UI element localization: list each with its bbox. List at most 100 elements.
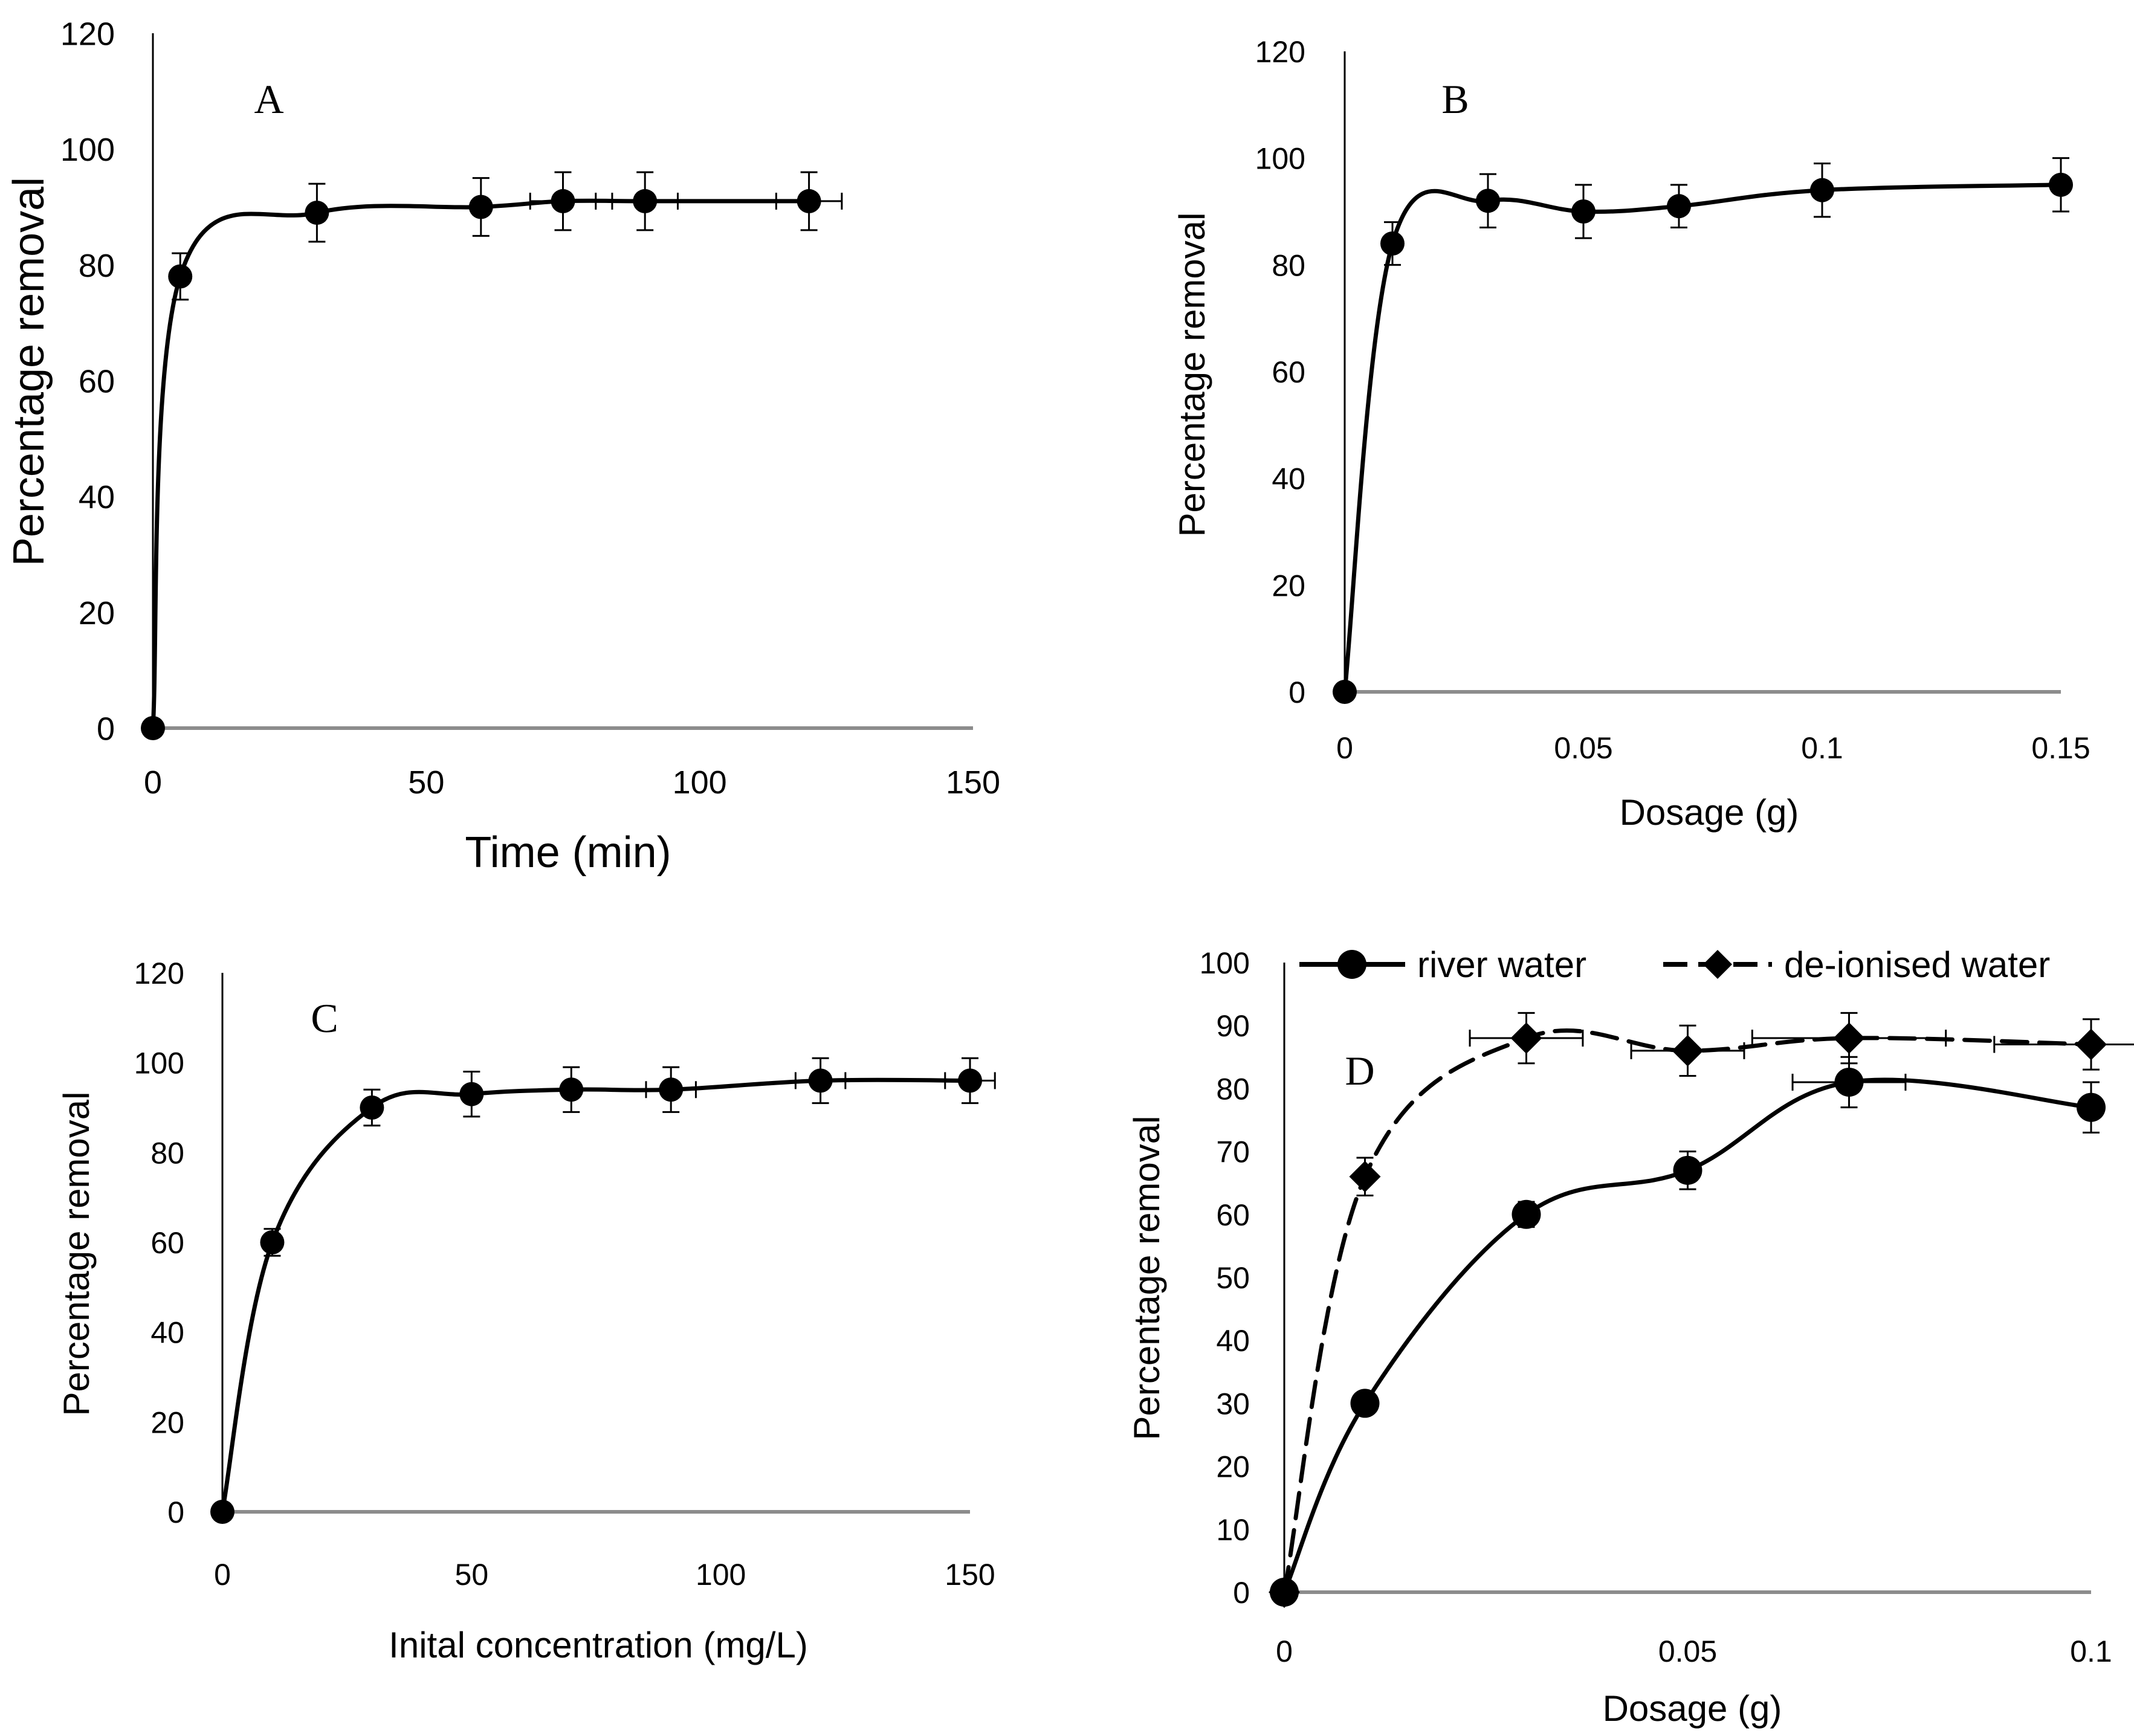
panel-b-data-point bbox=[1380, 231, 1405, 256]
panel-a-x-tick-label: 150 bbox=[946, 764, 1000, 801]
panel-d-data-point bbox=[1833, 1022, 1865, 1054]
panel-d-x-tick-label: 0 bbox=[1276, 1634, 1293, 1668]
panel-a-data-point bbox=[468, 195, 493, 219]
panel-c-series-line bbox=[220, 1077, 972, 1514]
panel-a-data-point bbox=[141, 716, 165, 740]
panel-d-data-point bbox=[2077, 1092, 2106, 1122]
panel-c-data-point bbox=[360, 1095, 384, 1120]
panel-a-data-point bbox=[551, 189, 575, 213]
panel-d-y-tick-label: 10 bbox=[1216, 1513, 1250, 1547]
panel-a-plot: 0 20 40 60 80 100 120 0 50 100 150 bbox=[60, 16, 1000, 801]
panel-a-y-tick-label: 40 bbox=[79, 479, 115, 515]
panel-a-x-tick-label: 50 bbox=[408, 764, 444, 801]
panel-d-y-tick-label: 90 bbox=[1216, 1009, 1250, 1043]
panel-b-x-axis-title: Dosage (g) bbox=[1620, 792, 1799, 833]
panel-b-data-point bbox=[2049, 172, 2073, 197]
panel-a-y-tick-label: 20 bbox=[79, 595, 115, 631]
panel-d-data-point bbox=[1350, 1389, 1380, 1418]
panel-b-label: B bbox=[1441, 76, 1469, 122]
panel-b-y-tick-label: 0 bbox=[1288, 676, 1305, 709]
panel-c-x-tick-label: 150 bbox=[945, 1558, 995, 1592]
panel-d-series-river-water bbox=[1270, 1056, 2106, 1607]
panel-a: A Time (min) Percentage removal 0 20 40 60 8… bbox=[5, 16, 1000, 877]
panel-d-y-tick-label: 0 bbox=[1233, 1576, 1250, 1610]
panel-c-data-point bbox=[210, 1500, 234, 1524]
panel-c-data-point bbox=[659, 1077, 684, 1102]
panel-b-series-removal bbox=[1333, 157, 2073, 704]
panel-a-series-removal bbox=[141, 171, 843, 740]
panel-a-x-tick-label: 0 bbox=[144, 764, 162, 801]
panel-c-x-axis-title: Inital concentration (mg/L) bbox=[389, 1625, 808, 1665]
panel-b-y-axis-title: Percentage removal bbox=[1172, 213, 1212, 537]
panel-d-label: D bbox=[1345, 1048, 1374, 1094]
panel-d-data-point bbox=[1673, 1155, 1702, 1185]
panel-a-y-tick-label: 0 bbox=[97, 711, 115, 747]
panel-d-y-tick-label: 50 bbox=[1216, 1261, 1250, 1295]
panel-d-y-tick-label: 80 bbox=[1216, 1072, 1250, 1106]
panel-c-data-point bbox=[260, 1230, 285, 1254]
panel-c-data-point bbox=[808, 1068, 833, 1093]
legend-de-ionised-water-marker bbox=[1703, 950, 1732, 979]
panel-c-series-removal bbox=[210, 1057, 996, 1524]
panel-d: D Dosage (g) Percentage removal river wa… bbox=[1127, 944, 2134, 1729]
panel-a-series-line bbox=[150, 198, 812, 731]
panel-d-y-tick-label: 70 bbox=[1216, 1135, 1250, 1169]
panel-b: B Dosage (g) Percentage removal 0 20 40 60 8… bbox=[1172, 35, 2090, 833]
panel-b-data-point bbox=[1667, 194, 1691, 219]
panel-a-x-tick-label: 100 bbox=[673, 764, 727, 801]
panel-d-y-tick-label: 60 bbox=[1216, 1198, 1250, 1232]
panel-d-series-de-ionised-water bbox=[1269, 1012, 2134, 1608]
panel-c-y-axis-title: Percentage removal bbox=[56, 1092, 97, 1416]
panel-b-data-point bbox=[1333, 680, 1357, 704]
panel-b-x-tick-label: 0.15 bbox=[2031, 731, 2090, 765]
panel-b-x-tick-label: 0 bbox=[1336, 731, 1353, 765]
panel-a-label: A bbox=[254, 76, 283, 122]
panel-c-x-tick-label: 100 bbox=[696, 1558, 746, 1592]
panel-c-data-point bbox=[559, 1077, 584, 1102]
panel-c-x-tick-label: 50 bbox=[455, 1558, 489, 1592]
panel-b-x-tick-label: 0.05 bbox=[1554, 731, 1612, 765]
panel-b-y-tick-label: 20 bbox=[1272, 569, 1305, 602]
panel-b-data-point bbox=[1571, 199, 1596, 224]
panel-d-y-tick-label: 20 bbox=[1216, 1450, 1250, 1484]
panel-c-y-tick-label: 60 bbox=[150, 1226, 184, 1260]
panel-b-x-tick-label: 0.1 bbox=[1801, 731, 1843, 765]
panel-d-plot: 0 10 20 30 40 50 60 70 80 90 100 0 0.05 0.1 bbox=[1200, 946, 2134, 1668]
panel-c-data-point bbox=[958, 1068, 982, 1093]
panel-d-series-line bbox=[1282, 1028, 2094, 1595]
panel-a-x-axis-title: Time (min) bbox=[465, 828, 671, 877]
panel-d-y-tick-label: 30 bbox=[1216, 1387, 1250, 1421]
panel-a-y-tick-label: 80 bbox=[79, 248, 115, 284]
panel-d-y-tick-label: 100 bbox=[1200, 946, 1250, 980]
panel-d-x-axis-title: Dosage (g) bbox=[1603, 1688, 1782, 1729]
panel-d-y-tick-label: 40 bbox=[1216, 1324, 1250, 1358]
panel-a-data-point bbox=[633, 189, 658, 213]
panel-b-y-tick-label: 100 bbox=[1255, 142, 1305, 176]
panel-c-y-tick-label: 80 bbox=[150, 1136, 184, 1170]
panel-a-y-tick-label: 100 bbox=[60, 132, 115, 168]
panel-d-y-axis-title: Percentage removal bbox=[1127, 1116, 1167, 1441]
panel-c-data-point bbox=[459, 1082, 484, 1106]
panel-a-data-point bbox=[305, 201, 329, 225]
panel-b-y-tick-label: 80 bbox=[1272, 248, 1305, 282]
panel-b-y-tick-label: 120 bbox=[1255, 35, 1305, 69]
panel-b-series-line bbox=[1342, 182, 2063, 694]
panel-a-y-axis-title: Percentage removal bbox=[5, 177, 53, 566]
panel-a-data-point bbox=[168, 264, 193, 289]
panel-d-data-point bbox=[1349, 1161, 1381, 1193]
panel-d-x-tick-label: 0.1 bbox=[2070, 1634, 2112, 1668]
legend-river-water-label: river water bbox=[1417, 944, 1586, 985]
panel-a-y-tick-label: 60 bbox=[79, 363, 115, 399]
panel-c: C Inital concentration (mg/L) Percentage… bbox=[56, 957, 996, 1665]
panel-d-data-point bbox=[1512, 1199, 1541, 1229]
panel-a-y-tick-label: 120 bbox=[60, 16, 115, 52]
panel-b-plot: 0 20 40 60 80 100 120 0 0.05 0.1 0.15 bbox=[1255, 35, 2090, 765]
panel-d-series-line bbox=[1282, 1077, 2094, 1595]
panel-b-y-tick-label: 60 bbox=[1272, 355, 1305, 389]
panel-d-data-point bbox=[1269, 1576, 1300, 1608]
panel-d-data-point bbox=[1834, 1067, 1864, 1097]
panel-c-y-tick-label: 20 bbox=[150, 1405, 184, 1439]
panel-b-data-point bbox=[1810, 178, 1834, 202]
panel-b-data-point bbox=[1476, 189, 1500, 213]
